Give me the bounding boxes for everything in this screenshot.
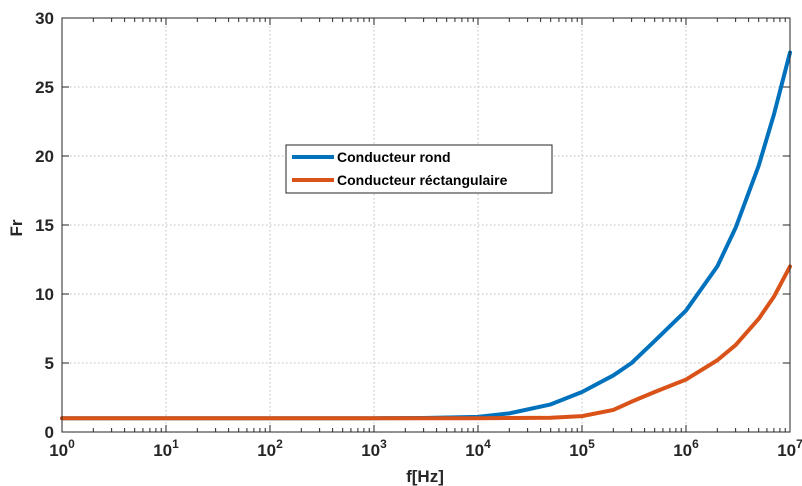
x-tick-label: 106	[673, 437, 699, 460]
legend: Conducteur rond Conducteur réctangulaire	[285, 144, 553, 194]
y-tick-label: 0	[45, 423, 54, 442]
x-axis-label: f[Hz]	[406, 467, 444, 486]
y-tick-label: 20	[35, 147, 54, 166]
x-tick-label: 104	[465, 437, 491, 460]
series-line-conducteur-rectangulaire	[60, 264, 792, 421]
x-tick-label: 103	[361, 437, 387, 460]
y-tick-label: 15	[35, 216, 54, 235]
x-tick-label: 107	[777, 437, 802, 460]
y-tick-label: 25	[35, 78, 54, 97]
y-axis-label: Fr	[7, 219, 26, 236]
legend-label-conducteur-rond: Conducteur rond	[337, 149, 451, 165]
y-tick-label: 5	[45, 354, 54, 373]
y-tick-label: 10	[35, 285, 54, 304]
legend-label-conducteur-rectangulaire: Conducteur réctangulaire	[337, 172, 508, 188]
y-tick-label: 30	[35, 9, 54, 28]
x-tick-label: 101	[153, 437, 179, 460]
grid	[62, 18, 790, 432]
axes	[61, 17, 791, 433]
legend-box	[285, 144, 553, 194]
x-tick-label: 105	[569, 437, 595, 460]
x-tick-label: 102	[257, 437, 283, 460]
x-tick-label: 100	[49, 437, 75, 460]
tick-labels: 100 101 102 103 104 105 106 107 0 5 10 15 20 25 30	[35, 9, 802, 460]
series-layer	[60, 50, 792, 421]
